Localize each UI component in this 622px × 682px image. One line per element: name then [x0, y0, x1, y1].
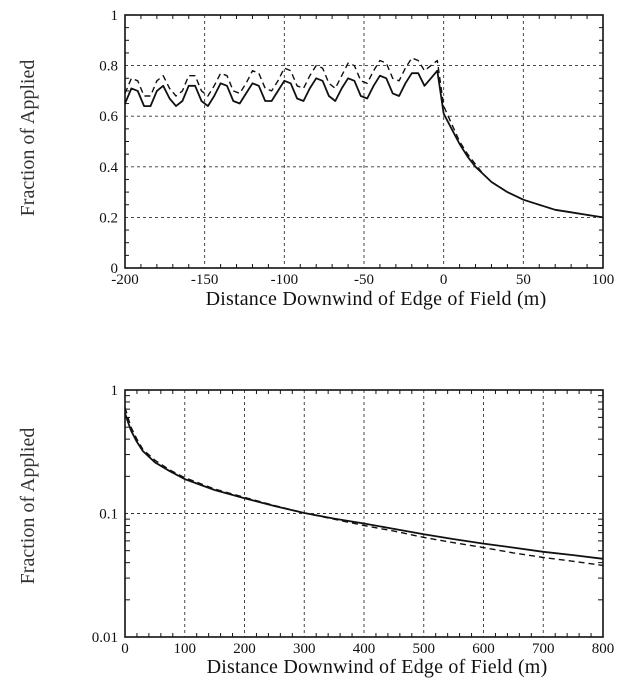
y-tick-label: 0.01: [92, 630, 118, 646]
x-tick-label: -200: [111, 272, 139, 288]
top-y-axis-label: Fraction of Applied: [17, 60, 39, 217]
x-tick-label: -150: [191, 272, 219, 288]
x-tick-label: 50: [516, 272, 531, 288]
dashed-series-line: [124, 57, 604, 219]
x-tick-label: 700: [532, 641, 555, 657]
plot-frame: [124, 389, 604, 638]
bottom-chart: Fraction of Applied Distance Downwind of…: [17, 383, 614, 678]
y-tick-label: 0.4: [99, 160, 118, 176]
top-x-axis-label: Distance Downwind of Edge of Field (m): [206, 288, 547, 310]
x-tick-label: 600: [472, 641, 495, 657]
x-tick-label: 200: [233, 641, 256, 657]
x-tick-label: 100: [174, 641, 197, 657]
y-tick-label: 0.2: [99, 210, 118, 226]
plot-frame: [124, 14, 604, 269]
y-tick-label: 0: [111, 261, 119, 277]
y-tick-label: 1: [111, 8, 119, 24]
x-tick-label: 800: [592, 641, 615, 657]
x-tick-label: 0: [121, 641, 129, 657]
bottom-x-axis-label: Distance Downwind of Edge of Field (m): [207, 656, 548, 678]
dashed-series-line: [124, 407, 604, 567]
solid-series-line: [124, 69, 604, 219]
x-tick-label: 100: [592, 272, 615, 288]
x-tick-label: 0: [440, 272, 448, 288]
top-chart: Fraction of Applied Distance Downwind of…: [17, 8, 614, 310]
y-tick-label: 0.8: [99, 59, 118, 75]
x-tick-label: -50: [354, 272, 374, 288]
y-tick-label: 1: [111, 383, 119, 399]
y-tick-label: 0.6: [99, 109, 118, 125]
x-tick-label: 500: [413, 641, 436, 657]
x-tick-label: 400: [353, 641, 376, 657]
x-tick-label: 300: [293, 641, 316, 657]
y-tick-label: 0.1: [99, 507, 118, 523]
x-tick-label: -100: [271, 272, 299, 288]
bottom-y-axis-label: Fraction of Applied: [17, 428, 39, 585]
